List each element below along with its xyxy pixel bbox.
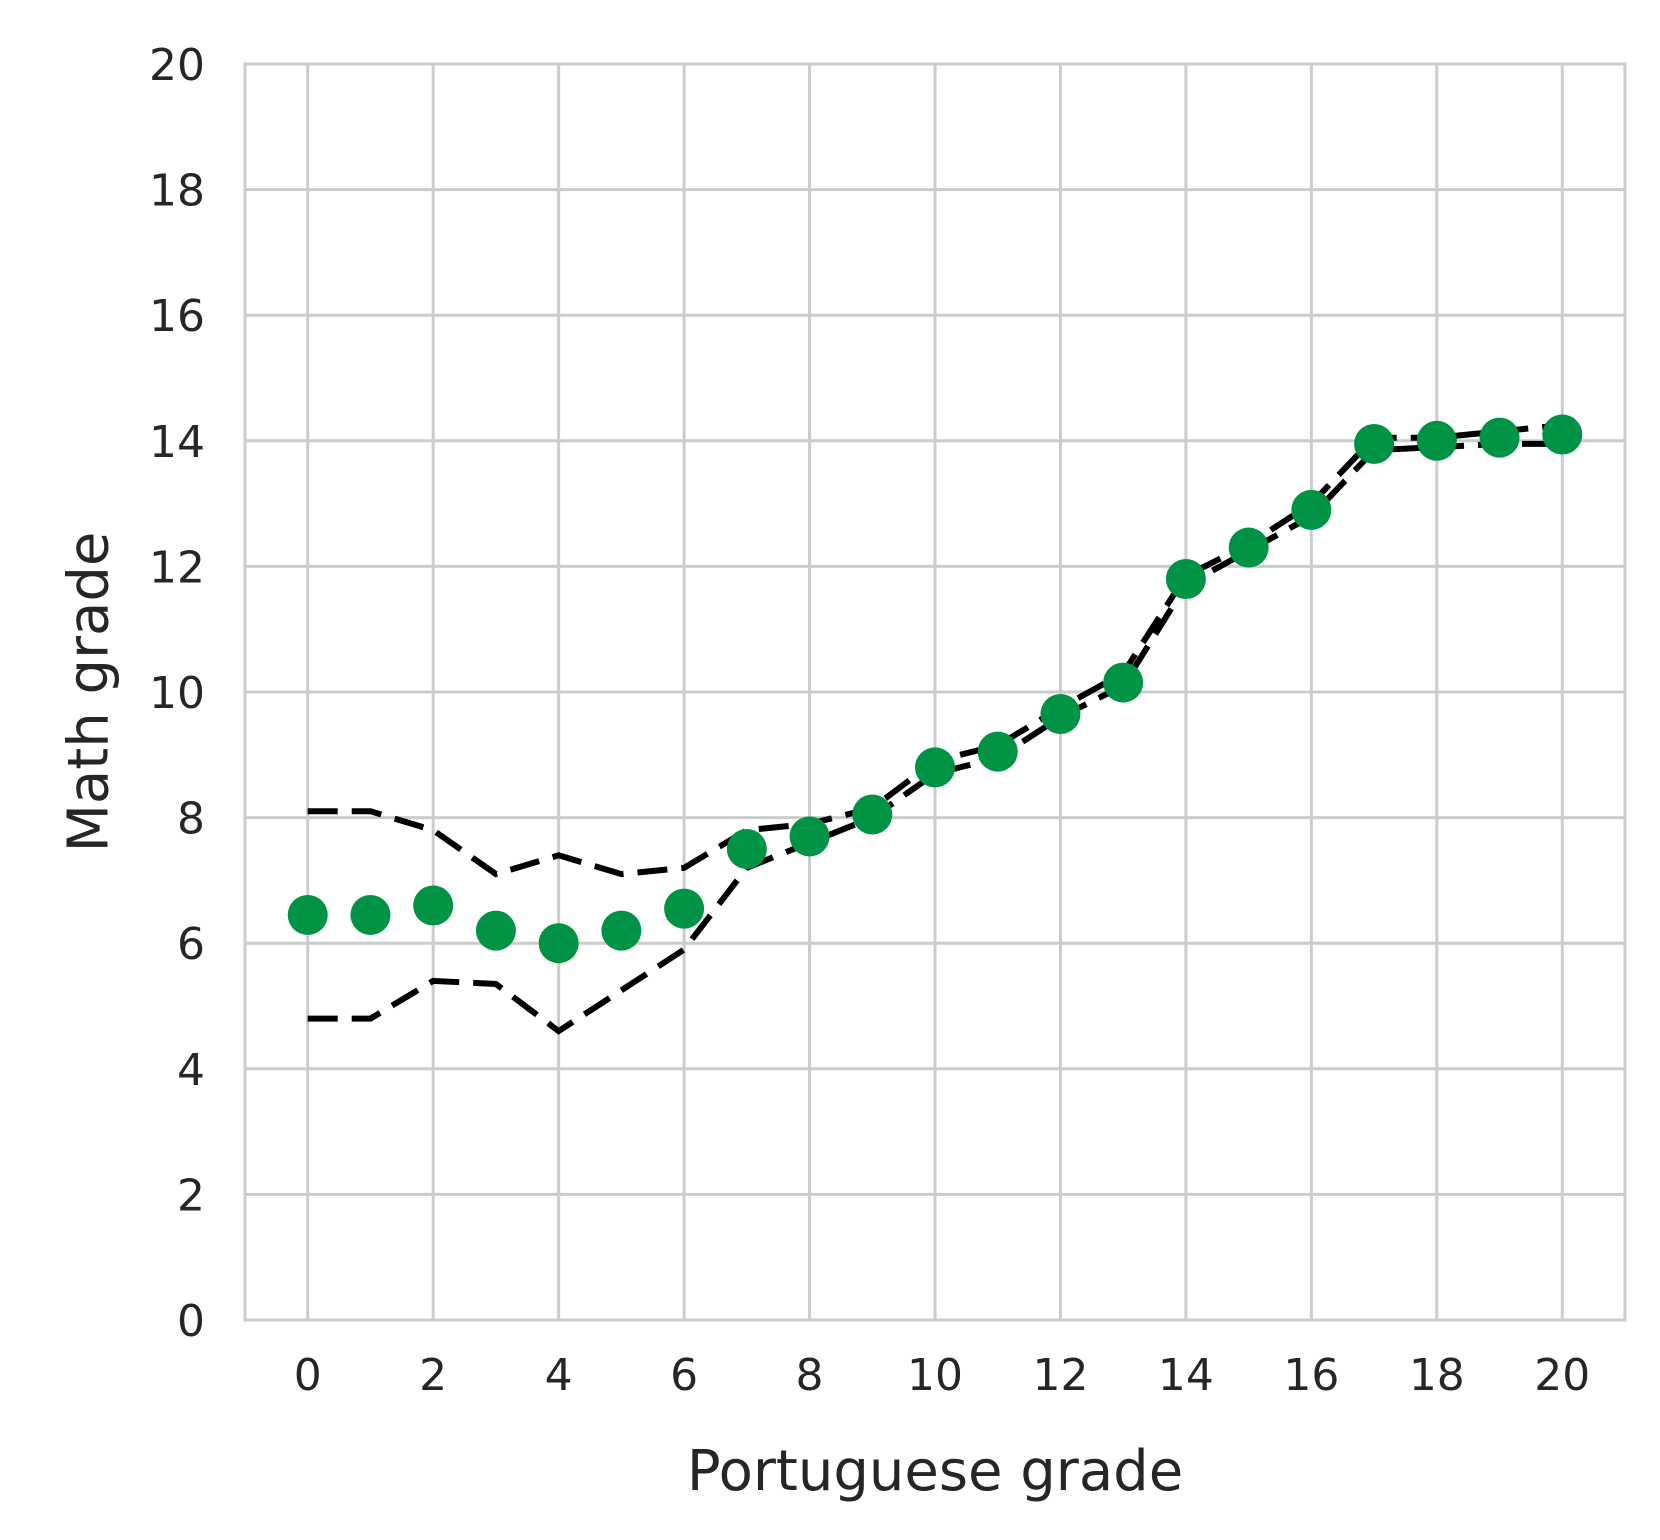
data-point [1165, 558, 1206, 599]
data-point [475, 910, 516, 951]
x-tick-label: 16 [1283, 1350, 1339, 1401]
y-tick-label: 10 [149, 668, 205, 719]
data-point [1103, 662, 1144, 703]
data-point [1542, 414, 1583, 455]
y-axis-title: Math grade [57, 532, 122, 853]
y-tick-label: 12 [149, 542, 205, 593]
y-tick-label: 8 [177, 794, 205, 845]
x-tick-label: 18 [1409, 1350, 1465, 1401]
data-point [538, 923, 579, 964]
data-points [287, 414, 1583, 964]
data-point [413, 885, 454, 926]
x-tick-label: 6 [670, 1350, 698, 1401]
data-point [1479, 417, 1520, 458]
data-point [601, 910, 642, 951]
y-axis-tick-labels: 0 2 4 6 8 10 12 14 16 18 20 [149, 40, 205, 1347]
data-point [350, 894, 391, 935]
x-tick-label: 0 [294, 1350, 322, 1401]
data-point [726, 829, 767, 869]
data-point [915, 747, 955, 788]
data-point [664, 888, 705, 929]
y-tick-label: 2 [177, 1170, 205, 1221]
x-tick-label: 2 [419, 1350, 447, 1401]
data-point [1291, 489, 1332, 530]
y-tick-label: 18 [149, 166, 205, 217]
data-point [1228, 527, 1269, 568]
data-point [977, 731, 1018, 772]
y-tick-label: 6 [177, 919, 205, 970]
data-point [1040, 693, 1081, 734]
x-tick-label: 20 [1534, 1350, 1590, 1401]
x-axis-tick-labels: 0 2 4 6 8 10 12 14 16 18 20 [294, 1350, 1591, 1401]
x-axis-title: Portuguese grade [687, 1439, 1183, 1504]
plot-area-frame [243, 62, 1627, 1322]
y-tick-label: 4 [177, 1045, 205, 1096]
x-tick-label: 10 [907, 1350, 963, 1401]
data-point [852, 794, 893, 835]
data-point [1416, 420, 1457, 461]
x-tick-label: 8 [796, 1350, 824, 1401]
data-point [1354, 423, 1395, 464]
x-tick-label: 12 [1032, 1350, 1088, 1401]
y-tick-label: 16 [149, 291, 205, 342]
x-tick-label: 4 [545, 1350, 573, 1401]
x-tick-label: 14 [1158, 1350, 1214, 1401]
lower-band-line [307, 440, 1563, 1035]
y-tick-label: 20 [149, 40, 205, 91]
y-tick-label: 14 [149, 417, 205, 468]
data-point [287, 894, 328, 935]
y-tick-label: 0 [177, 1296, 205, 1347]
data-point [789, 816, 830, 857]
